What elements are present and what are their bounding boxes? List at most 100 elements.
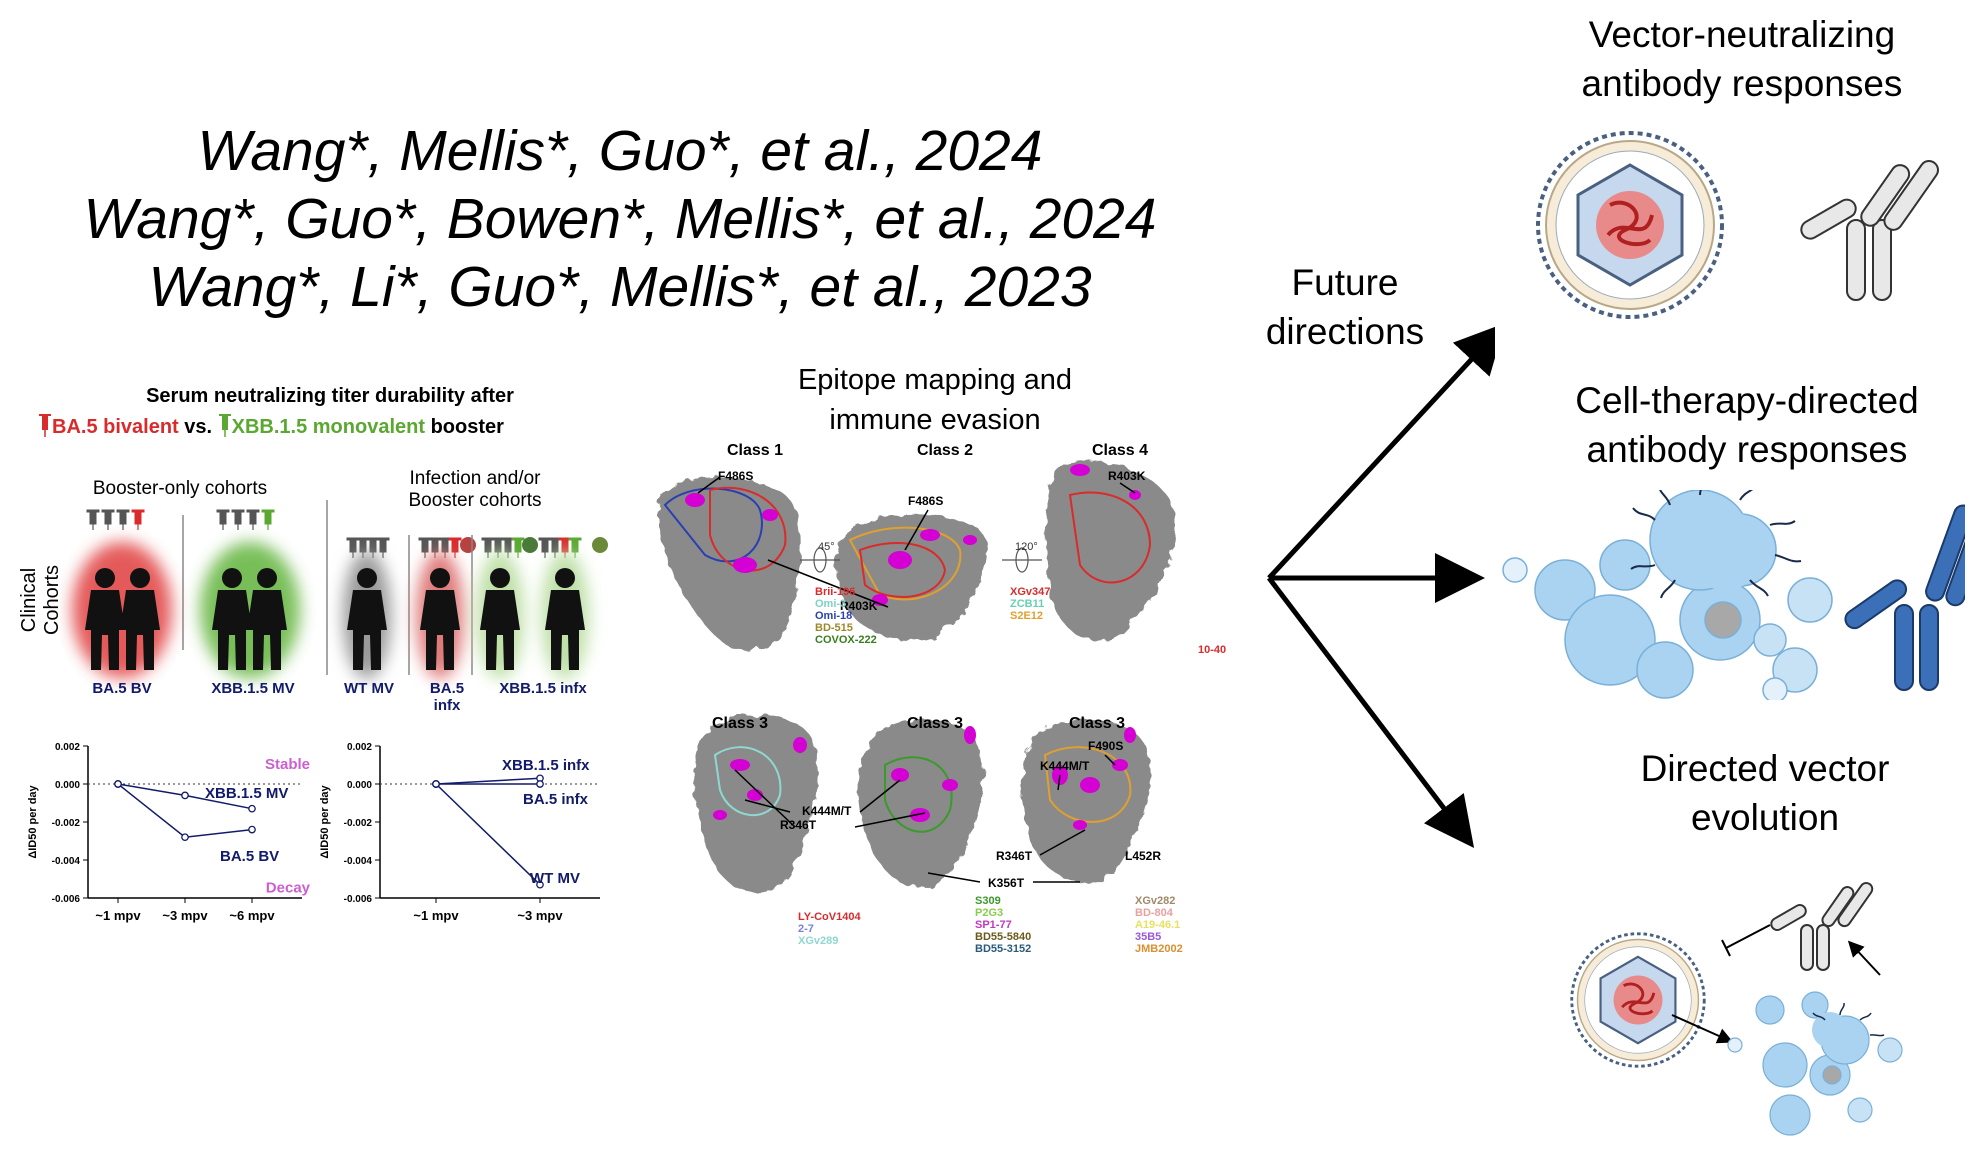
cohort-label-ba5bv: BA.5 BV (92, 680, 152, 697)
antibody-name: BD55-5840 (975, 931, 1031, 943)
mutation-label: R403K (1108, 469, 1146, 483)
mutation-label: F486S (718, 469, 753, 483)
class-label: Class 3 (1069, 715, 1125, 732)
cell-to-antibody-arrow (1847, 940, 1881, 976)
x-tick-label: ~3 mpv (162, 908, 208, 923)
decay-annotation: Decay (266, 880, 311, 897)
antibody-name: SP1-77 (975, 919, 1012, 931)
cohort-silhouettes (72, 500, 608, 679)
aav-vector-icon (1536, 131, 1724, 319)
mutation-label: L452R (1125, 849, 1161, 863)
citation-3: Wang*, Li*, Guo*, Mellis*, et al., 2023 (148, 255, 1092, 319)
antibody-name: XGv347 (1010, 586, 1050, 598)
outcome-cell-line-2: antibody responses (1586, 429, 1908, 470)
data-point (181, 791, 189, 800)
y-tick-label: 0.000 (55, 780, 80, 791)
series-label: BA.5 infx (523, 791, 589, 808)
outcome-cell: Cell-therapy-directed antibody responses (1520, 376, 1974, 474)
future-directions: Future directions (1245, 258, 1445, 356)
infection-cohorts-label: Infection and/or Booster cohorts (360, 468, 590, 512)
antibody-icon (1800, 160, 1939, 301)
cohorts-text: Cohorts (41, 565, 63, 635)
antibody-name: 2-7 (798, 923, 814, 935)
antibody-name: S2E12 (1010, 610, 1043, 622)
y-axis-label: ΔID50 per day (319, 784, 331, 858)
data-point (248, 804, 256, 813)
class-label: Class 1 (727, 442, 783, 459)
y-tick-label: -0.004 (52, 856, 81, 867)
data-point (114, 780, 122, 788)
y-tick-label: 0.002 (347, 742, 372, 753)
infection-line-1: Infection and/or (409, 468, 541, 489)
ba5-bivalent-label: BA.5 bivalent (52, 416, 179, 438)
mutation-label: R346T (780, 818, 817, 832)
x-tick-label: ~6 mpv (229, 908, 275, 923)
mutation-label: K444M/T (802, 804, 852, 818)
inhibition-arrow (1725, 924, 1771, 949)
antibody-name: ZCB11 (1010, 598, 1044, 610)
ba5-text: BA.5 (429, 680, 465, 697)
rotation-angle: 120° (1015, 541, 1038, 553)
epitope-structures: Class 1 Class 2 Class 4 Class 3 Class 3 … (658, 442, 1226, 955)
data-point (536, 880, 544, 889)
series-label: XBB.1.5 infx (502, 757, 590, 774)
cohort-label-ba5infx: BA.5 infx (412, 680, 482, 714)
outcome-cell-line-1: Cell-therapy-directed (1575, 380, 1919, 421)
epitope-title: Epitope mapping and immune evasion (740, 360, 1130, 440)
infx-text: infx (433, 697, 461, 714)
future-line-1: Future (1291, 262, 1399, 303)
infection-line-2: Booster cohorts (408, 490, 542, 511)
clinical-cohorts-label: Clinical (12, 545, 42, 655)
y-tick-label: -0.004 (344, 856, 373, 867)
antibody-icon (1770, 881, 1874, 971)
antibody-name: JMB2002 (1135, 943, 1183, 955)
clinical-text: Clinical (18, 568, 40, 632)
y-axis-label: ΔID50 per day (27, 784, 39, 858)
antibody-icon (1844, 504, 1965, 691)
chart-infection: 0.002 0.000 -0.002 -0.004 -0.006 ~1 mpv ~3 mpv… (319, 742, 600, 923)
series-line (435, 783, 541, 886)
antibody-name: Brii-196 (815, 586, 855, 598)
antibody-name: P2G3 (975, 907, 1003, 919)
antibody-name: BD-515 (815, 622, 853, 634)
mutation-label: R346T (996, 849, 1033, 863)
data-point (248, 825, 256, 834)
future-line-2: directions (1265, 311, 1425, 352)
arrow-to-evolution (1267, 576, 1475, 848)
antibody-name: XGv289 (798, 935, 838, 947)
syringe-icon (39, 414, 51, 437)
citation-2: Wang*, Guo*, Bowen*, Mellis*, et al., 20… (83, 187, 1157, 251)
y-tick-label: -0.006 (52, 894, 81, 905)
antibody-name: LY-CoV1404 (798, 911, 861, 923)
antibody-name: COVOX-222 (815, 634, 877, 646)
mutation-label: K444M/T (1040, 759, 1090, 773)
mutation-label: F486S (908, 494, 943, 508)
y-tick-label: -0.002 (52, 818, 81, 829)
outcome-evolution-line-2: evolution (1690, 797, 1840, 838)
aav-vector-icon (1570, 932, 1706, 1068)
serum-title: Serum neutralizing titer durability afte… (146, 385, 514, 407)
vs-label: vs. (178, 416, 218, 438)
chart-booster-only: 0.002 0.000 -0.002 -0.004 -0.006 ~1 mpv ~3 mpv… (27, 742, 311, 923)
rotation-angle: 45° (818, 541, 835, 553)
series-label: BA.5 BV (220, 848, 279, 865)
mutation-label: R403K (840, 599, 878, 613)
series-label: WT MV (530, 870, 580, 887)
antibody-name: A19-46.1 (1135, 919, 1180, 931)
x-tick-label: ~1 mpv (95, 908, 141, 923)
cohort-label-xbbinfx: XBB.1.5 infx (499, 680, 587, 697)
antibody-name: XGv282 (1135, 895, 1175, 907)
y-tick-label: 0.002 (55, 742, 80, 753)
vector-antibody-illustration (1536, 131, 1939, 319)
data-point (181, 833, 189, 842)
class-label: Class 3 (712, 715, 768, 732)
stable-annotation: Stable (265, 756, 310, 773)
y-tick-label: -0.002 (344, 818, 373, 829)
mutation-label: F490S (1088, 739, 1123, 753)
data-point (536, 780, 544, 788)
antibody-name: BD55-3152 (975, 943, 1031, 955)
y-tick-label: -0.006 (344, 894, 373, 905)
direction-arrows (1267, 322, 1495, 848)
x-tick-label: ~1 mpv (413, 908, 459, 923)
antibody-name: BD-804 (1135, 907, 1174, 919)
